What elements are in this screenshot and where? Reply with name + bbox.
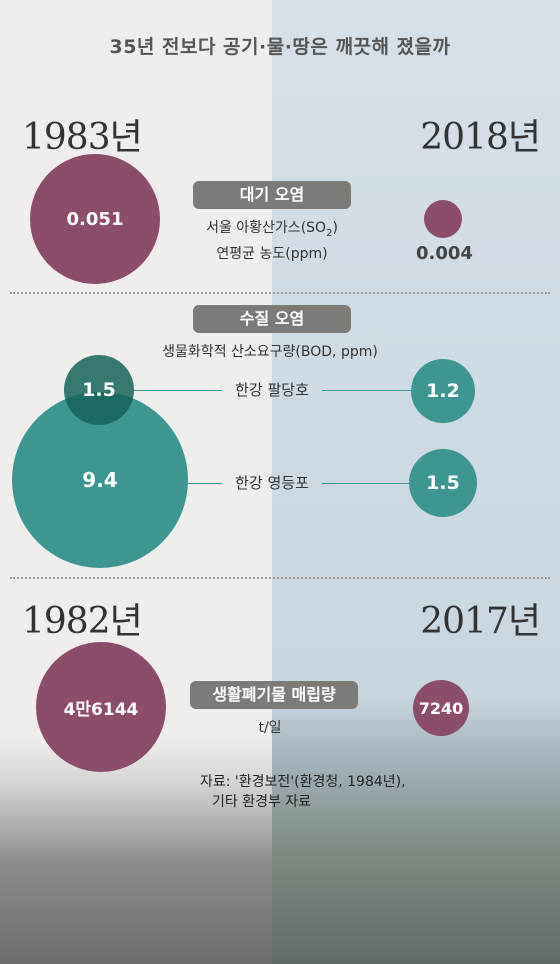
air-desc: 서울 아황산가스(SO2) 연평균 농도(ppm) (180, 218, 364, 264)
paldang-label: 한강 팔당호 (235, 381, 309, 399)
divider-2 (10, 577, 550, 579)
paldang-value-2018: 1.2 (426, 380, 460, 402)
air-bubble-1983: 0.051 (30, 154, 160, 284)
year-1983: 1983년 (22, 117, 143, 158)
paldang-bubble-2018: 1.2 (411, 359, 475, 423)
divider-1 (10, 292, 550, 294)
infographic-title: 35년 전보다 공기·물·땅은 깨끗해 졌을까 (109, 36, 451, 58)
yeongdeungpo-connector-right (322, 483, 412, 484)
year-2017: 2017년 (420, 601, 541, 642)
water-pill: 수질 오염 (193, 305, 351, 333)
paldang-bubble-1983: 1.5 (64, 355, 134, 425)
waste-value-2017: 7240 (418, 698, 464, 718)
air-bubble-2018 (424, 200, 462, 238)
street-photo-present (272, 690, 560, 964)
air-value-1983: 0.051 (66, 208, 124, 230)
yeongdeungpo-label: 한강 영등포 (235, 474, 309, 492)
air-value-2018: 0.004 (416, 243, 473, 264)
paldang-connector-right (322, 390, 412, 391)
source-line1: 자료: '환경보전'(환경청, 1984년), (200, 774, 406, 790)
waste-bubble-2017: 7240 (413, 680, 469, 736)
waste-pill: 생활폐기물 매립량 (190, 681, 358, 709)
year-1982: 1982년 (22, 601, 143, 642)
air-desc-line1: 서울 아황산가스(SO (206, 220, 327, 236)
yeongdeungpo-bubble-1983: 9.4 (12, 392, 188, 568)
waste-bubble-1982: 4만6144 (36, 642, 166, 772)
paldang-connector-left (134, 390, 222, 391)
year-2018: 2018년 (420, 117, 541, 158)
paldang-value-1983: 1.5 (82, 379, 116, 401)
air-desc-line2: 연평균 농도(ppm) (216, 245, 328, 262)
yeongdeungpo-bubble-2018: 1.5 (409, 449, 477, 517)
air-desc-line1-end: ) (332, 220, 338, 236)
yeongdeungpo-connector-left (188, 483, 222, 484)
air-pill: 대기 오염 (193, 181, 351, 209)
water-desc: 생물화학적 산소요구량(BOD, ppm) (162, 344, 378, 360)
yeongdeungpo-value-2018: 1.5 (426, 472, 460, 494)
source-line2: 기타 환경부 자료 (212, 794, 312, 810)
source-note: 자료: '환경보전'(환경청, 1984년), 기타 환경부 자료 (200, 772, 440, 812)
air-desc-sub: 2 (326, 227, 333, 239)
yeongdeungpo-value-1983: 9.4 (82, 468, 118, 492)
waste-value-1982: 4만6144 (63, 699, 139, 720)
street-photo-past (0, 740, 272, 964)
waste-unit: t/일 (258, 720, 282, 736)
